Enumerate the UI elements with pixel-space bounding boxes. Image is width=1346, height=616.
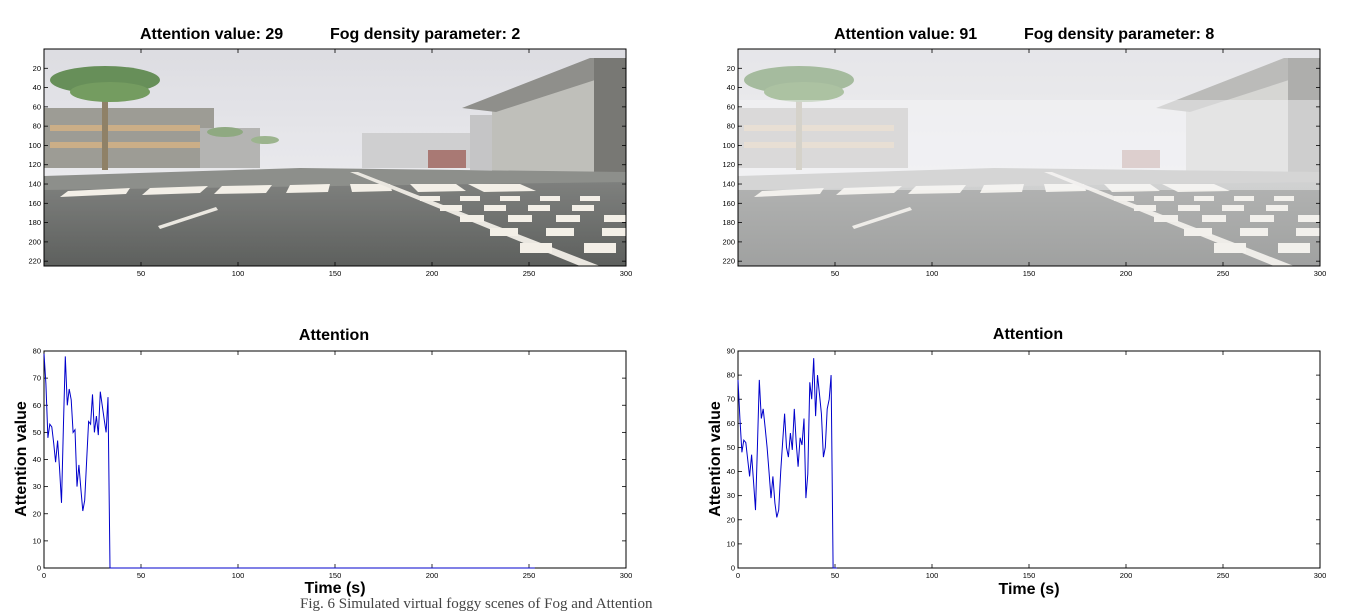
x-tick-label: 150 bbox=[1023, 269, 1036, 278]
x-tick-label: 50 bbox=[831, 571, 839, 580]
y-tick-label: 10 bbox=[33, 536, 41, 545]
x-tick-label: 200 bbox=[1120, 571, 1133, 580]
x-tick-label: 200 bbox=[1120, 269, 1133, 278]
y-tick-label: 90 bbox=[727, 347, 735, 356]
y-tick-label: 30 bbox=[33, 482, 41, 491]
y-axis-label: Attention value bbox=[707, 401, 724, 517]
y-tick-label: 220 bbox=[28, 257, 41, 266]
x-tick-label: 250 bbox=[523, 571, 536, 580]
y-tick-label: 140 bbox=[722, 180, 735, 189]
y-tick-label: 180 bbox=[722, 218, 735, 227]
y-tick-label: 40 bbox=[727, 83, 735, 92]
y-tick-label: 40 bbox=[727, 467, 735, 476]
chart-axes: 0 50 100 150 200 250 300 0 10 20 30 40 50 60 70 80 bbox=[33, 347, 633, 581]
x-tick-label: 0 bbox=[736, 571, 740, 580]
y-tick-label: 60 bbox=[33, 102, 41, 111]
scene-panel-right: Attention value: 91 Fog density paramete… bbox=[722, 26, 1326, 278]
y-tick-label: 60 bbox=[33, 401, 41, 410]
x-tick-label: 100 bbox=[232, 571, 245, 580]
panel-title-attention: Attention value: 91 bbox=[834, 26, 977, 43]
x-tick-label: 200 bbox=[426, 269, 439, 278]
y-tick-label: 80 bbox=[33, 122, 41, 131]
chart-title: Attention bbox=[993, 326, 1063, 343]
x-tick-label: 150 bbox=[329, 269, 342, 278]
y-tick-label: 10 bbox=[727, 539, 735, 548]
x-axis-label: Time (s) bbox=[304, 580, 365, 597]
y-tick-label: 220 bbox=[722, 257, 735, 266]
panel-title-fog: Fog density parameter: 8 bbox=[1024, 26, 1214, 43]
panel-title-attention: Attention value: 29 bbox=[140, 26, 283, 43]
x-tick-label: 150 bbox=[1023, 571, 1036, 580]
x-tick-label: 250 bbox=[523, 269, 536, 278]
y-tick-label: 40 bbox=[33, 83, 41, 92]
y-axis-label: Attention value bbox=[13, 401, 30, 517]
road-scene-image bbox=[738, 49, 1320, 266]
x-tick-label: 50 bbox=[137, 269, 145, 278]
attention-chart-left: Attention 0 50 100 150 200 250 300 0 10 20 30 40 50 6… bbox=[13, 327, 632, 597]
y-tick-label: 50 bbox=[33, 428, 41, 437]
y-tick-label: 20 bbox=[727, 515, 735, 524]
x-tick-label: 250 bbox=[1217, 269, 1230, 278]
y-tick-label: 50 bbox=[727, 443, 735, 452]
y-tick-label: 80 bbox=[33, 347, 41, 356]
x-tick-label: 150 bbox=[329, 571, 342, 580]
x-tick-label: 50 bbox=[831, 269, 839, 278]
y-tick-label: 140 bbox=[28, 180, 41, 189]
x-tick-label: 100 bbox=[232, 269, 245, 278]
y-tick-label: 100 bbox=[722, 141, 735, 150]
figure-caption: Fig. 6 Simulated virtual foggy scenes of… bbox=[300, 596, 653, 612]
y-tick-label: 160 bbox=[722, 199, 735, 208]
scene-panel-left: Attention value: 29 Fog density paramete… bbox=[28, 26, 632, 278]
x-tick-label: 300 bbox=[1314, 269, 1327, 278]
x-tick-label: 250 bbox=[1217, 571, 1230, 580]
image-axes: 50 100 150 200 250 300 20 40 60 80 100 120 140 160 180… bbox=[722, 49, 1326, 278]
y-tick-label: 80 bbox=[727, 371, 735, 380]
y-tick-label: 70 bbox=[33, 374, 41, 383]
x-tick-label: 300 bbox=[1314, 571, 1327, 580]
y-tick-label: 70 bbox=[727, 395, 735, 404]
y-tick-label: 0 bbox=[37, 564, 41, 573]
attention-chart-right: Attention 0 50 100 150 200 250 300 0 10 20 30 40 50 6… bbox=[707, 326, 1326, 598]
y-tick-label: 100 bbox=[28, 141, 41, 150]
chart-title: Attention bbox=[299, 327, 369, 344]
y-tick-label: 160 bbox=[28, 199, 41, 208]
y-tick-label: 120 bbox=[28, 160, 41, 169]
y-tick-label: 60 bbox=[727, 419, 735, 428]
y-tick-label: 20 bbox=[33, 509, 41, 518]
y-tick-label: 20 bbox=[727, 64, 735, 73]
y-tick-label: 200 bbox=[28, 237, 41, 246]
attention-series-line bbox=[737, 358, 837, 569]
y-tick-label: 200 bbox=[722, 237, 735, 246]
y-tick-label: 80 bbox=[727, 122, 735, 131]
y-tick-label: 40 bbox=[33, 455, 41, 464]
y-tick-label: 0 bbox=[731, 564, 735, 573]
x-tick-label: 0 bbox=[42, 571, 46, 580]
x-tick-label: 300 bbox=[620, 269, 633, 278]
y-tick-label: 180 bbox=[28, 218, 41, 227]
x-tick-label: 100 bbox=[926, 571, 939, 580]
y-tick-label: 120 bbox=[722, 160, 735, 169]
x-tick-label: 100 bbox=[926, 269, 939, 278]
image-axes: 50 100 150 200 250 300 20 40 60 80 100 120 140 160 180… bbox=[28, 49, 632, 278]
panel-title-fog: Fog density parameter: 2 bbox=[330, 26, 520, 43]
y-tick-label: 60 bbox=[727, 102, 735, 111]
x-tick-label: 300 bbox=[620, 571, 633, 580]
road-scene-image bbox=[44, 49, 626, 266]
y-tick-label: 30 bbox=[727, 491, 735, 500]
x-tick-label: 200 bbox=[426, 571, 439, 580]
attention-series-line bbox=[43, 353, 535, 569]
y-tick-label: 20 bbox=[33, 64, 41, 73]
x-tick-label: 50 bbox=[137, 571, 145, 580]
x-axis-label: Time (s) bbox=[998, 581, 1059, 598]
